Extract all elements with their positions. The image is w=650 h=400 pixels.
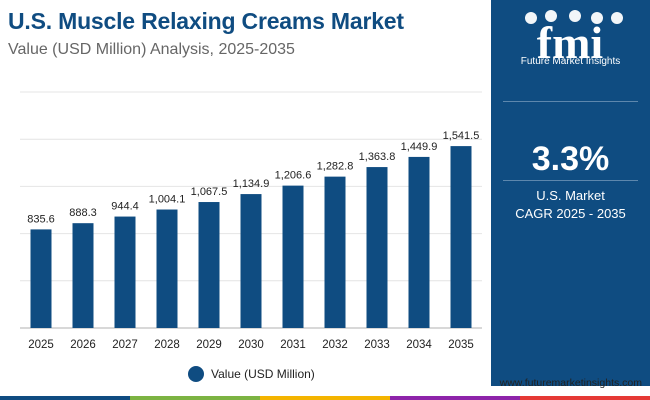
bar-value-label: 1,004.1 (149, 194, 186, 206)
cagr-market-label: U.S. Market (536, 188, 605, 203)
x-tick-label: 2035 (448, 339, 474, 351)
bar-2031 (282, 185, 304, 328)
strip-segment (0, 396, 130, 400)
bar-value-label: 1,067.5 (191, 186, 228, 198)
chart-title: U.S. Muscle Relaxing Creams Market (8, 8, 404, 34)
cagr-panel: fmi Future Market Insights 3.3% U.S. Mar… (491, 0, 650, 386)
bar-2027 (114, 216, 136, 328)
bar-2035 (450, 146, 472, 328)
strip-segment (130, 396, 260, 400)
bar-value-label: 1,449.9 (401, 141, 438, 153)
bar-chart: 835.6 2025 888.3 2026 944.4 2027 1,004.1 2028 1,… (20, 91, 482, 351)
bar-2029 (198, 202, 220, 328)
brand-name: Future Market Insights (520, 56, 621, 67)
x-tick-label: 2025 (28, 339, 54, 351)
bar-value-label: 1,134.9 (233, 178, 270, 190)
website-link[interactable]: www.futuremarketinsights.com (499, 377, 642, 389)
legend-swatch (188, 366, 204, 382)
bar-value-label: 1,541.5 (443, 130, 480, 142)
bar-2025 (30, 229, 52, 328)
x-tick-label: 2034 (406, 339, 432, 351)
x-tick-label: 2029 (196, 339, 222, 351)
bar-value-label: 1,363.8 (359, 151, 396, 163)
cagr-period-label: CAGR 2025 - 2035 (515, 206, 626, 221)
strip-segment (390, 396, 520, 400)
x-tick-label: 2033 (364, 339, 390, 351)
x-tick-label: 2027 (112, 339, 138, 351)
x-tick-label: 2026 (70, 339, 96, 351)
bar-2033 (366, 167, 388, 328)
x-tick-label: 2030 (238, 339, 264, 351)
legend: Value (USD Million) (188, 366, 315, 382)
cagr-value: 3.3% (531, 140, 610, 178)
bar-value-label: 1,206.6 (275, 170, 312, 182)
color-strip (0, 396, 650, 400)
brand-mark: fmi (537, 17, 604, 68)
x-tick-label: 2032 (322, 339, 348, 351)
bar-2028 (156, 209, 178, 328)
fmi-logo: fmi (525, 10, 623, 68)
legend-label: Value (USD Million) (211, 367, 315, 381)
x-tick-label: 2031 (280, 339, 306, 351)
bar-2034 (408, 156, 430, 328)
bar-2026 (72, 223, 94, 328)
bar-2032 (324, 176, 346, 328)
chart-subtitle: Value (USD Million) Analysis, 2025-2035 (8, 41, 295, 58)
strip-segment (520, 396, 650, 400)
bar-2030 (240, 194, 262, 328)
divider (503, 101, 638, 102)
bar-value-label: 888.3 (69, 207, 97, 219)
bar-value-label: 1,282.8 (317, 161, 354, 173)
divider (503, 180, 638, 181)
bar-value-label: 835.6 (27, 213, 55, 225)
bar-value-label: 944.4 (111, 201, 139, 213)
x-tick-label: 2028 (154, 339, 180, 351)
strip-segment (260, 396, 390, 400)
